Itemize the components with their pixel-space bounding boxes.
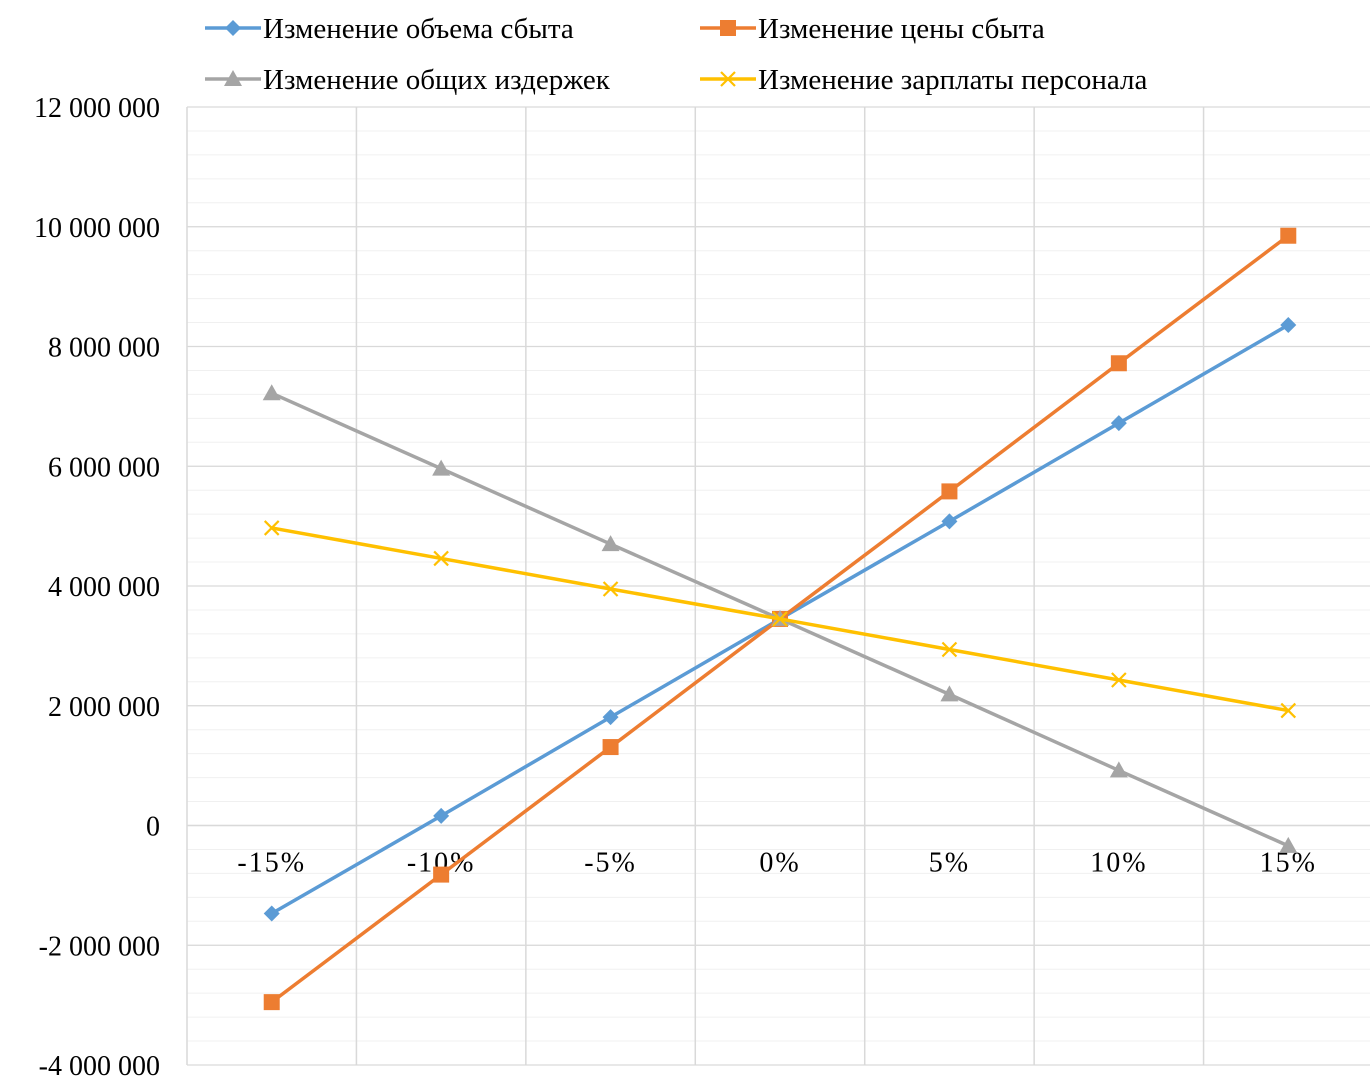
series-1-point — [263, 905, 280, 922]
axes — [186, 107, 1370, 1065]
series-3-point — [1109, 761, 1128, 778]
legend-marker — [225, 20, 241, 36]
legend-label: Изменение объема сбыта — [263, 13, 574, 45]
legend-label: Изменение общих издержек — [263, 64, 611, 96]
legend-item-1: Изменение объема сбыта — [205, 13, 574, 45]
series-1-point — [941, 513, 958, 530]
legend-marker — [720, 20, 736, 36]
x-tick-label: 10% — [1090, 848, 1147, 879]
y-tick-label: 2 000 000 — [48, 692, 160, 723]
series-4-point — [772, 611, 788, 627]
legend-marker — [224, 70, 242, 86]
y-tick-label: 8 000 000 — [48, 333, 160, 364]
legend-item-4: Изменение зарплаты персонала — [700, 64, 1147, 96]
series-4-point — [433, 550, 449, 567]
series-3-point — [940, 685, 959, 702]
x-tick-label: 5% — [929, 848, 970, 879]
series-4-point — [1280, 702, 1297, 719]
series-2-point — [1280, 227, 1297, 244]
legend-label: Изменение цены сбыта — [758, 13, 1045, 45]
series-3-point — [262, 384, 281, 401]
series-2-point — [433, 866, 450, 883]
series-2-point — [1110, 355, 1127, 372]
series-1-point — [602, 709, 619, 726]
series-2-point — [263, 994, 280, 1011]
series-4-point — [602, 581, 619, 597]
series-2-point — [941, 483, 958, 500]
legend: Изменение объема сбыта Изменение цены сбы… — [205, 13, 1147, 96]
x-tick-label: 0% — [759, 848, 800, 879]
y-tick-label: -4 000 000 — [39, 1051, 160, 1081]
y-tick-label: 6 000 000 — [48, 452, 160, 483]
series-4 — [263, 520, 1297, 719]
series-1-point — [1110, 415, 1127, 432]
y-tick-label: 4 000 000 — [48, 572, 160, 603]
y-tick-label: 0 — [146, 812, 160, 843]
y-tick-label: 12 000 000 — [34, 93, 160, 124]
series-4-point — [941, 641, 958, 658]
series-4-point — [1111, 672, 1127, 688]
legend-label: Изменение зарплаты персонала — [758, 64, 1147, 96]
series-3-point — [432, 459, 451, 476]
x-axis-tick-labels: -15% -10% -5% 0% 5% 10% 15% — [237, 848, 1315, 879]
grid — [187, 106, 1370, 1066]
series-1-point — [433, 807, 450, 824]
series-1-point — [1280, 316, 1297, 333]
series-3-point — [1279, 836, 1298, 853]
y-tick-label: -2 000 000 — [39, 931, 160, 962]
y-tick-label: 10 000 000 — [34, 213, 160, 244]
legend-item-3: Изменение общих издержек — [205, 64, 611, 96]
series-4-point — [263, 520, 280, 536]
y-axis-tick-labels: -4 000 000 -2 000 000 0 2 000 000 4 000 000 6… — [34, 93, 160, 1081]
plot-series — [262, 227, 1298, 1011]
x-tick-label: -15% — [237, 848, 306, 879]
series-3-point — [601, 535, 620, 552]
legend-item-2: Изменение цены сбыта — [700, 13, 1045, 45]
legend-marker — [720, 71, 736, 87]
series-2-point — [602, 739, 619, 756]
x-tick-label: -5% — [584, 848, 637, 879]
